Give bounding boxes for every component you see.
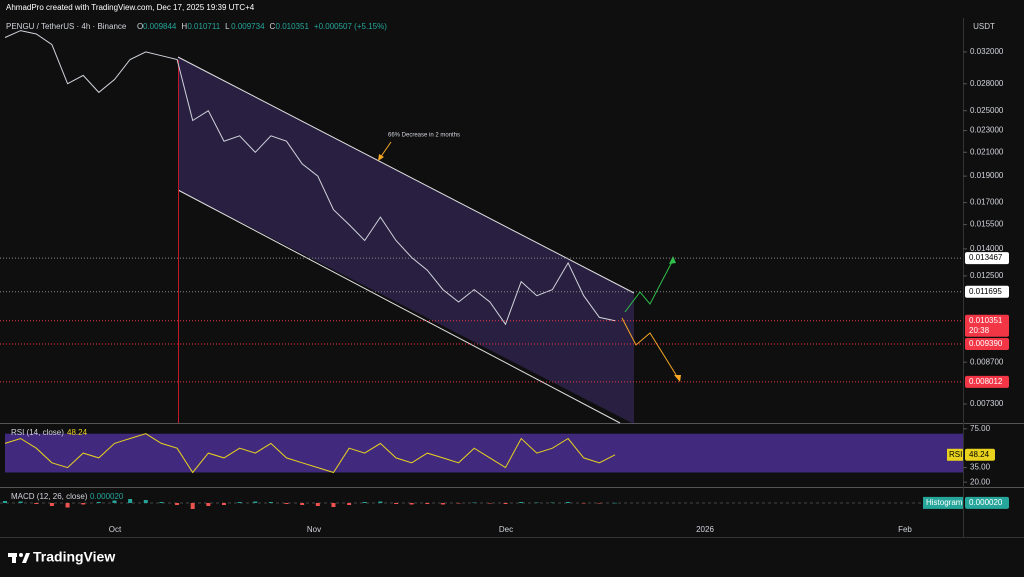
y-tick-label: 20.00 [970, 477, 991, 486]
histogram-value: 0.000020 [969, 498, 1003, 507]
histogram-bar [394, 503, 398, 504]
histogram-bar [191, 503, 195, 509]
level-label: 0.013467 [969, 253, 1003, 262]
y-tick-label: 0.028000 [970, 79, 1004, 88]
macd-title: MACD (12, 26, close) [11, 492, 88, 501]
histogram-bar [613, 503, 617, 504]
ohlc-value: 0.009844 [143, 22, 177, 31]
histogram-bar [206, 503, 210, 506]
y-tick-label: 0.025000 [970, 106, 1004, 115]
change: +0.000507 (+5.15%) [314, 22, 387, 31]
ohlc-value: 0.009734 [231, 22, 265, 31]
histogram-bar [582, 503, 586, 504]
histogram-bar [300, 503, 304, 505]
credit: AhmadPro created with TradingView.com, D… [6, 3, 255, 12]
x-tick-label: 2026 [696, 525, 714, 534]
rsi-name: RSI [949, 450, 962, 459]
histogram-bar [410, 503, 414, 505]
y-tick-label: 0.021000 [970, 147, 1004, 156]
histogram-bar [175, 503, 179, 505]
histogram-bar [97, 502, 101, 503]
y-tick-label: 0.015500 [970, 220, 1004, 229]
y-tick-label: 0.032000 [970, 47, 1004, 56]
histogram-bar [535, 503, 539, 504]
histogram-bar [66, 503, 70, 508]
level-label: 0.009390 [969, 339, 1003, 348]
histogram-bar [128, 499, 132, 503]
level-label: 0.011695 [969, 287, 1002, 296]
macd-value: 0.000020 [90, 492, 124, 501]
y-tick-label: 0.017000 [970, 198, 1004, 207]
currency: USDT [973, 22, 995, 31]
histogram-bar [50, 503, 54, 506]
y-tick-label: 0.014000 [970, 244, 1004, 253]
histogram-bar [566, 502, 570, 503]
histogram-bar [159, 502, 163, 503]
histogram-bar [550, 503, 554, 504]
histogram-bar [472, 503, 476, 504]
histogram-bar [457, 503, 461, 504]
annotation: 66% Decrease in 2 months [388, 133, 460, 139]
histogram-bar [253, 502, 257, 504]
y-tick-label: 0.012500 [970, 271, 1004, 280]
x-tick-label: Oct [109, 525, 122, 534]
histogram-bar [238, 502, 242, 503]
rsi-band [5, 434, 963, 473]
histogram-bar [378, 502, 382, 504]
histogram-name: Histogram [926, 498, 963, 507]
level-label: 0.010351 [969, 316, 1003, 325]
y-tick-label: 35.00 [970, 463, 991, 472]
histogram-bar [504, 503, 508, 504]
histogram-bar [488, 503, 492, 504]
rsi-value-label: 48.24 [969, 450, 990, 459]
histogram-bar [441, 503, 445, 505]
histogram-bar [316, 503, 320, 506]
histogram-bar [347, 503, 351, 505]
histogram-bar [425, 503, 429, 504]
y-tick-label: 0.008700 [970, 357, 1004, 366]
histogram-bar [519, 502, 523, 503]
rsi-value: 48.24 [67, 428, 88, 437]
symbol: PENGU / TetherUS · 4h · Binance [6, 22, 127, 31]
histogram-bar [3, 501, 7, 503]
histogram-bar [597, 503, 601, 504]
y-tick-label: 0.019000 [970, 171, 1004, 180]
ohlc-value: 0.010711 [187, 22, 220, 31]
histogram-bar [269, 502, 273, 503]
x-tick-label: Feb [898, 525, 912, 534]
histogram-bar [144, 500, 148, 503]
histogram-bar [81, 503, 85, 505]
rsi-title: RSI (14, close) [11, 428, 64, 437]
y-tick-label: 0.023000 [970, 126, 1004, 135]
countdown: 20:38 [969, 326, 990, 335]
histogram-bar [285, 503, 289, 504]
level-label: 0.008012 [969, 377, 1003, 386]
y-tick-label: 75.00 [970, 424, 991, 433]
histogram-bar [34, 503, 38, 504]
ohlc-key: L [225, 22, 230, 31]
histogram-bar [331, 503, 335, 507]
histogram-bar [363, 502, 367, 503]
x-tick-label: Dec [499, 525, 513, 534]
brand: TradingView [33, 549, 115, 565]
histogram-bar [222, 503, 226, 505]
y-tick-label: 0.007300 [970, 399, 1004, 408]
ohlc-value: 0.010351 [276, 22, 310, 31]
x-tick-label: Nov [307, 525, 321, 534]
histogram-bar [19, 502, 23, 504]
